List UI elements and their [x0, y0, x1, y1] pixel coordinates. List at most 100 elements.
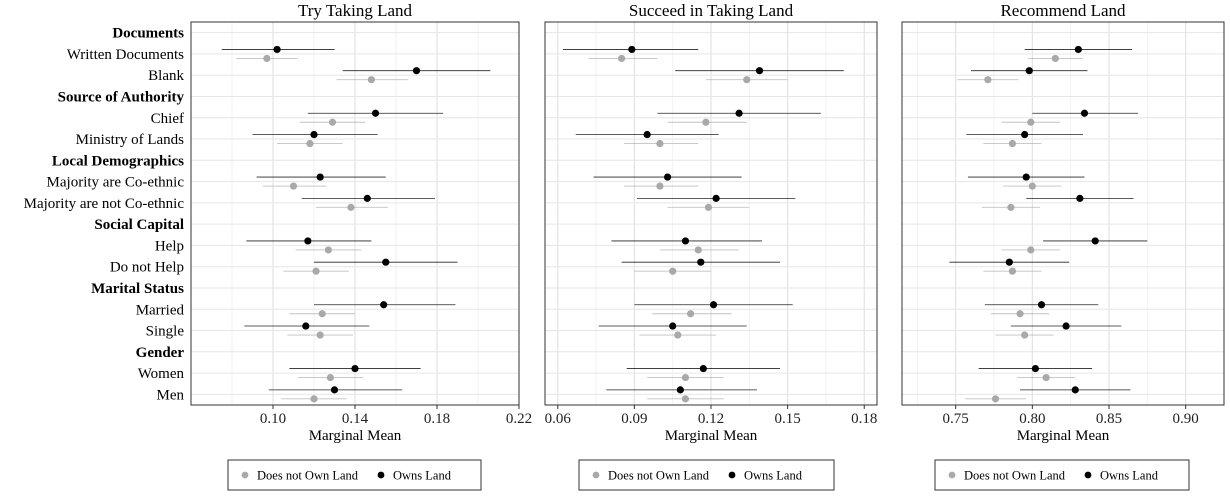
data-point	[328, 118, 337, 126]
data-point	[681, 373, 690, 382]
x-tick-label: 0.22	[506, 411, 532, 427]
x-tick-label: 0.90	[1173, 411, 1199, 427]
data-point	[1028, 182, 1036, 190]
data-point	[273, 45, 281, 54]
panel-title: Try Taking Land	[298, 1, 413, 20]
data-point	[1005, 258, 1013, 266]
data-point	[676, 386, 684, 394]
panel-title: Recommend Land	[1000, 1, 1126, 20]
data-point	[669, 267, 677, 275]
data-point	[326, 373, 334, 382]
data-point	[656, 139, 664, 148]
x-tick-label: 0.14	[342, 411, 369, 427]
data-point	[363, 194, 371, 202]
data-point	[755, 67, 764, 75]
row-label: Men	[157, 387, 185, 403]
x-axis-label: Marginal Mean	[1017, 428, 1110, 444]
data-point	[316, 331, 324, 339]
data-point	[371, 109, 380, 117]
legend-label: Owns Land	[1100, 469, 1159, 483]
legend-label: Owns Land	[744, 469, 803, 483]
legend-label: Does not Own Land	[257, 469, 359, 483]
row-label: Blank	[148, 68, 184, 84]
x-tick-label: 0.85	[1096, 411, 1122, 427]
data-point	[318, 310, 326, 318]
legend-box	[934, 459, 1190, 491]
data-point	[310, 395, 318, 403]
panel-background	[902, 22, 1224, 405]
data-point	[304, 237, 312, 245]
legend-marker	[948, 471, 956, 479]
data-point	[674, 331, 682, 339]
data-point	[702, 118, 710, 126]
data-point	[669, 322, 677, 330]
group-heading-label: Marital Status	[91, 281, 184, 297]
data-point	[656, 182, 664, 190]
legend-marker	[728, 471, 736, 479]
row-label: Ministry of Lands	[76, 132, 184, 148]
data-point	[330, 386, 339, 394]
data-point	[1031, 364, 1039, 373]
x-tick-label: 0.06	[545, 411, 572, 427]
data-point	[699, 364, 707, 373]
x-tick-label: 0.12	[698, 411, 724, 427]
group-heading-label: Source of Authority	[58, 89, 185, 105]
row-label: Majority are not Co-ethnic	[24, 196, 185, 212]
data-point	[694, 246, 702, 254]
data-point	[302, 322, 310, 330]
x-tick-label: 0.18	[851, 411, 877, 427]
data-point	[1025, 67, 1033, 75]
legend-box	[227, 459, 482, 491]
x-axis-label: Marginal Mean	[665, 428, 758, 444]
data-point	[1021, 331, 1029, 339]
group-heading-label: Documents	[112, 26, 184, 42]
group-heading-label: Local Demographics	[52, 153, 184, 169]
row-label: Help	[155, 238, 184, 254]
data-point	[618, 54, 626, 63]
data-point	[984, 76, 992, 84]
data-point	[991, 395, 1000, 403]
x-tick-label: 0.18	[424, 411, 450, 427]
data-point	[712, 194, 720, 202]
data-point	[704, 203, 713, 211]
row-label: Do not Help	[110, 260, 184, 276]
data-point	[412, 67, 421, 75]
data-point	[382, 258, 390, 266]
data-point	[347, 203, 355, 211]
data-point	[316, 173, 324, 181]
data-point	[263, 54, 271, 63]
data-point	[324, 246, 332, 254]
panel-title: Succeed in Taking Land	[629, 1, 794, 20]
data-point	[1021, 130, 1029, 139]
data-point	[1007, 203, 1015, 211]
data-point	[351, 364, 359, 373]
data-point	[1080, 109, 1089, 117]
data-point	[380, 301, 388, 309]
data-point	[697, 258, 705, 266]
x-tick-label: 0.80	[1019, 411, 1045, 427]
data-point	[1074, 45, 1082, 54]
data-point	[1022, 173, 1030, 181]
data-point	[310, 130, 318, 139]
legend-label: Does not Own Land	[964, 469, 1066, 483]
data-point	[1042, 373, 1050, 382]
row-label: Chief	[151, 111, 184, 127]
row-label: Women	[138, 366, 185, 382]
data-point	[663, 173, 672, 181]
legend-marker	[592, 471, 600, 479]
row-label: Majority are Co-ethnic	[47, 175, 185, 191]
data-point	[1016, 310, 1024, 318]
row-label: Single	[146, 324, 185, 340]
x-tick-label: 0.15	[774, 411, 800, 427]
data-point	[1062, 322, 1070, 330]
legend-marker	[1084, 471, 1092, 479]
data-point	[743, 76, 751, 84]
data-point	[1051, 54, 1059, 63]
panel-border	[901, 21, 1225, 406]
legend-marker	[241, 471, 249, 479]
data-point	[289, 182, 298, 190]
x-axis-label: Marginal Mean	[309, 428, 402, 444]
data-point	[681, 395, 690, 403]
legend-label: Does not Own Land	[608, 469, 710, 483]
